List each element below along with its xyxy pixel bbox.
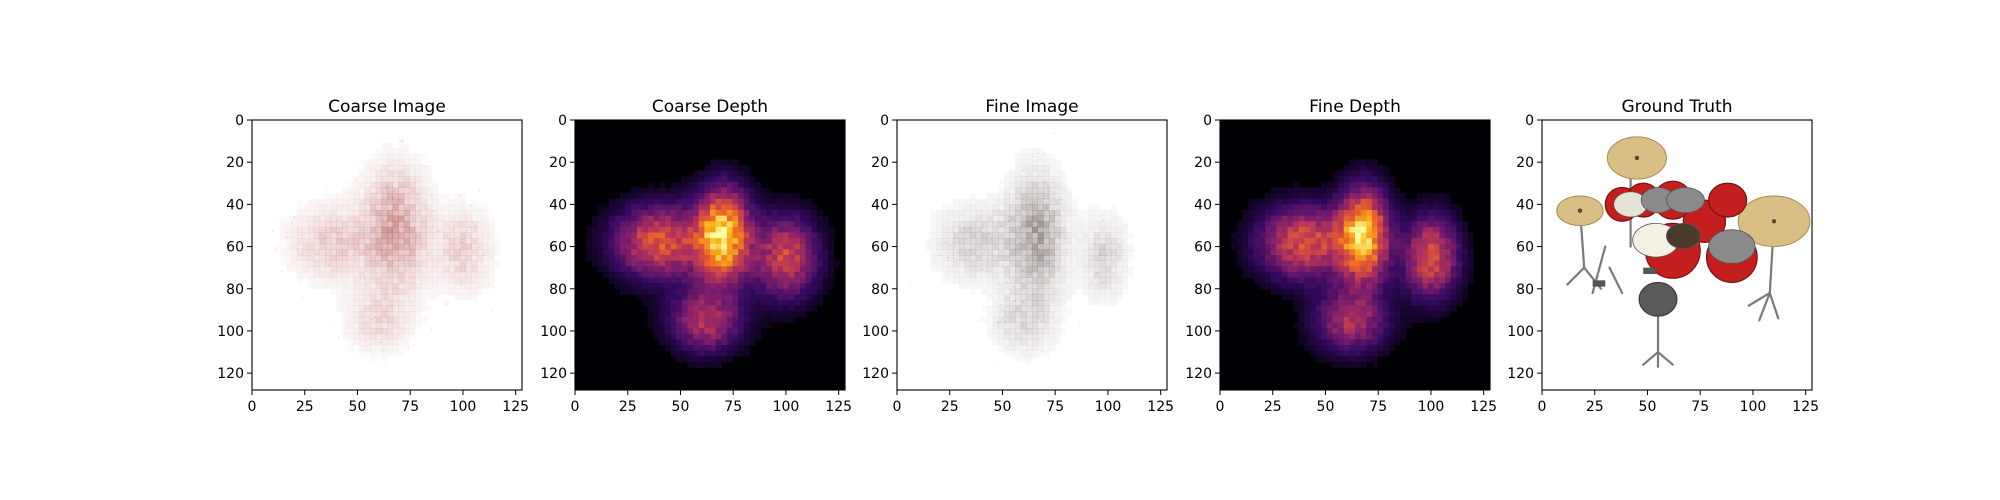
x-tick-label: 125 — [1147, 399, 1174, 415]
panel-coarse-depth: Coarse Depth 0 25 50 75 100 125 0 20 40 60 80 100 120 — [540, 97, 852, 415]
y-tick-label: 20 — [549, 155, 567, 171]
y-tick-label: 40 — [871, 197, 889, 213]
x-tick-label: 100 — [773, 399, 800, 415]
panel-fine-image: Fine Image 0 25 50 75 100 125 0 20 40 60 80 100 120 — [862, 97, 1174, 415]
x-tick-label: 25 — [296, 399, 314, 415]
y-tick-label: 0 — [880, 113, 889, 129]
panel-fine-depth: Fine Depth 0 25 50 75 100 125 0 20 40 60 80 100 120 — [1185, 97, 1497, 415]
y-tick-label: 40 — [549, 197, 567, 213]
x-tick-label: 50 — [349, 399, 367, 415]
drum-kit-image — [1556, 136, 1811, 368]
y-tick-label: 60 — [549, 240, 567, 256]
x-tick-label: 125 — [502, 399, 529, 415]
y-tick-label: 60 — [1516, 240, 1534, 256]
y-tick-label: 60 — [871, 240, 889, 256]
x-tick-label: 0 — [248, 399, 257, 415]
y-tick-label: 120 — [862, 366, 889, 382]
y-tick-label: 80 — [871, 282, 889, 298]
y-tick-label: 80 — [549, 282, 567, 298]
x-tick-label: 50 — [994, 399, 1012, 415]
panel-coarse-image: Coarse Image 0 25 50 75 100 125 0 20 40 60 80 100 120 — [217, 97, 529, 415]
panel-title: Coarse Depth — [652, 97, 768, 117]
y-tick-label: 60 — [226, 240, 244, 256]
x-tick-label: 125 — [1470, 399, 1497, 415]
y-tick-label: 20 — [1516, 155, 1534, 171]
y-tick-label: 120 — [1185, 366, 1212, 382]
x-tick-label: 100 — [1418, 399, 1445, 415]
y-tick-label: 120 — [217, 366, 244, 382]
axes-frame — [1541, 119, 1813, 391]
y-tick-label: 0 — [235, 113, 244, 129]
panel-ground-truth: Ground Truth 0 25 50 75 100 125 0 20 40 60 80 100 120 — [1507, 97, 1819, 415]
x-tick-label: 0 — [571, 399, 580, 415]
x-tick-label: 75 — [1691, 399, 1709, 415]
x-tick-label: 25 — [1586, 399, 1604, 415]
panel-title: Fine Depth — [1309, 97, 1401, 117]
x-tick-label: 0 — [1216, 399, 1225, 415]
y-tick-label: 100 — [1185, 324, 1212, 340]
y-tick-label: 120 — [540, 366, 567, 382]
panel-title: Coarse Image — [328, 97, 446, 117]
x-tick-label: 50 — [1639, 399, 1657, 415]
x-tick-label: 25 — [941, 399, 959, 415]
y-tick-label: 100 — [1507, 324, 1534, 340]
x-tick-label: 125 — [825, 399, 852, 415]
heatmap-cells — [897, 120, 1167, 390]
y-tick-label: 40 — [1194, 197, 1212, 213]
axes-frame — [1219, 119, 1491, 391]
x-tick-label: 75 — [1046, 399, 1064, 415]
y-tick-label: 120 — [1507, 366, 1534, 382]
y-tick-label: 20 — [1194, 155, 1212, 171]
y-tick-label: 100 — [540, 324, 567, 340]
x-tick-label: 75 — [401, 399, 419, 415]
x-tick-label: 75 — [1369, 399, 1387, 415]
heatmap-cells — [252, 120, 522, 390]
heatmap-cells — [575, 120, 845, 390]
x-tick-label: 100 — [1740, 399, 1767, 415]
axes-frame — [574, 119, 846, 391]
y-tick-label: 40 — [1516, 197, 1534, 213]
y-tick-label: 100 — [862, 324, 889, 340]
panel-title: Ground Truth — [1621, 97, 1732, 117]
x-tick-label: 50 — [1317, 399, 1335, 415]
y-tick-label: 40 — [226, 197, 244, 213]
x-tick-label: 75 — [724, 399, 742, 415]
axes-frame — [896, 119, 1168, 391]
y-tick-label: 0 — [1525, 113, 1534, 129]
x-tick-label: 125 — [1792, 399, 1819, 415]
y-tick-label: 20 — [226, 155, 244, 171]
x-tick-label: 50 — [672, 399, 690, 415]
x-tick-label: 100 — [450, 399, 477, 415]
y-tick-label: 0 — [1203, 113, 1212, 129]
x-tick-label: 25 — [1264, 399, 1282, 415]
y-tick-label: 20 — [871, 155, 889, 171]
x-tick-label: 25 — [619, 399, 637, 415]
panel-title: Fine Image — [985, 97, 1078, 117]
x-tick-label: 0 — [893, 399, 902, 415]
y-tick-label: 100 — [217, 324, 244, 340]
axes-frame — [251, 119, 523, 391]
heatmap-cells — [1220, 120, 1490, 390]
y-tick-label: 60 — [1194, 240, 1212, 256]
y-tick-label: 80 — [226, 282, 244, 298]
x-tick-label: 0 — [1538, 399, 1547, 415]
x-tick-label: 100 — [1095, 399, 1122, 415]
y-tick-label: 80 — [1516, 282, 1534, 298]
y-tick-label: 0 — [558, 113, 567, 129]
y-tick-label: 80 — [1194, 282, 1212, 298]
